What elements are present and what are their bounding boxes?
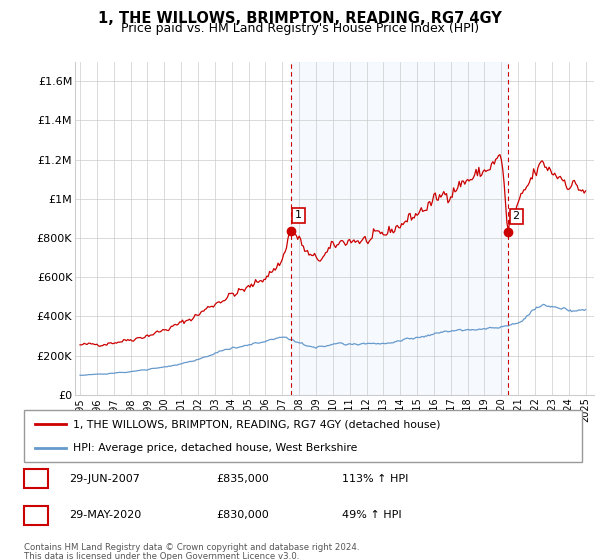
Text: 29-JUN-2007: 29-JUN-2007: [69, 474, 140, 484]
Text: £835,000: £835,000: [216, 474, 269, 484]
Text: 49% ↑ HPI: 49% ↑ HPI: [342, 510, 401, 520]
Text: 2: 2: [512, 211, 520, 221]
Text: 1: 1: [295, 211, 302, 221]
Text: 1, THE WILLOWS, BRIMPTON, READING, RG7 4GY (detached house): 1, THE WILLOWS, BRIMPTON, READING, RG7 4…: [73, 419, 440, 430]
Text: 1: 1: [32, 472, 40, 486]
Text: 29-MAY-2020: 29-MAY-2020: [69, 510, 141, 520]
Text: Price paid vs. HM Land Registry's House Price Index (HPI): Price paid vs. HM Land Registry's House …: [121, 22, 479, 35]
Text: 2: 2: [32, 508, 40, 522]
Text: This data is licensed under the Open Government Licence v3.0.: This data is licensed under the Open Gov…: [24, 552, 299, 560]
Text: Contains HM Land Registry data © Crown copyright and database right 2024.: Contains HM Land Registry data © Crown c…: [24, 543, 359, 552]
Text: 113% ↑ HPI: 113% ↑ HPI: [342, 474, 409, 484]
Text: 1, THE WILLOWS, BRIMPTON, READING, RG7 4GY: 1, THE WILLOWS, BRIMPTON, READING, RG7 4…: [98, 11, 502, 26]
Bar: [290, 62, 508, 395]
Text: HPI: Average price, detached house, West Berkshire: HPI: Average price, detached house, West…: [73, 443, 358, 453]
Text: £830,000: £830,000: [216, 510, 269, 520]
